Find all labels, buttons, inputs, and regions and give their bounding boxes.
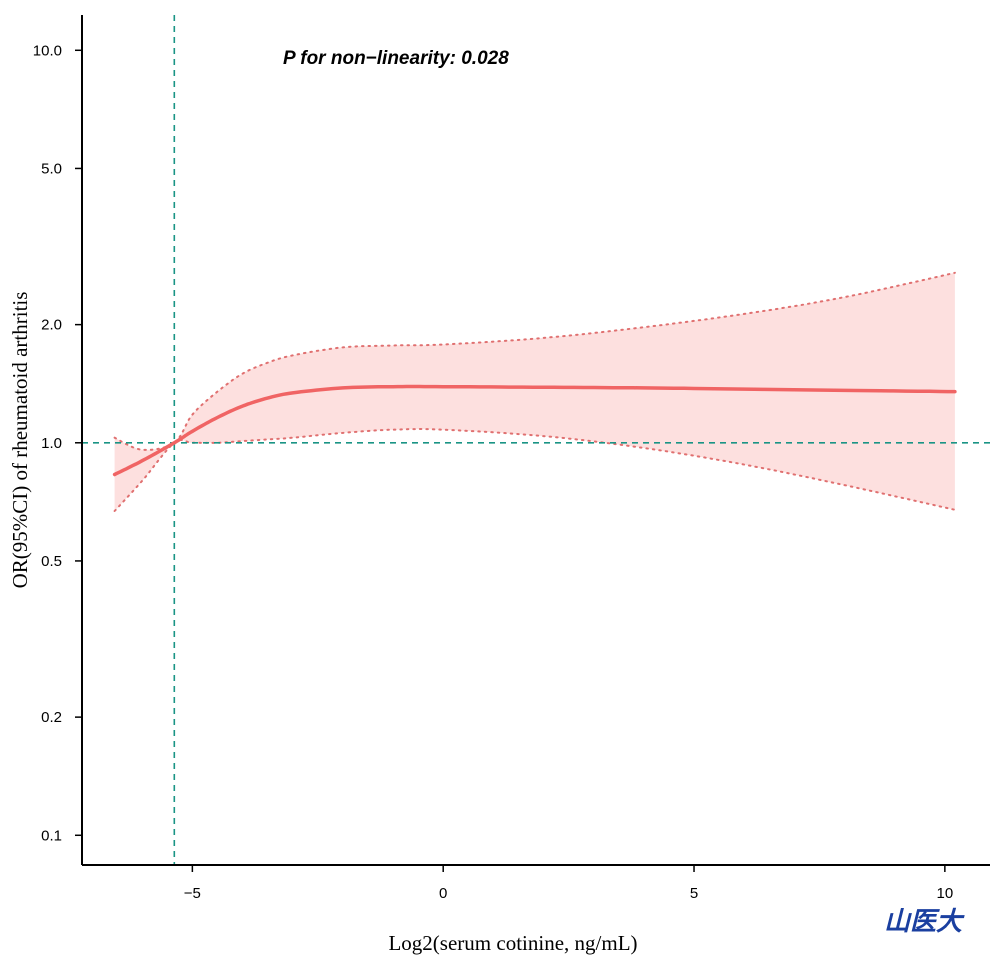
y-tick-label: 0.2 bbox=[41, 709, 62, 726]
y-axis-label: OR(95%CI) of rheumatoid arthritis bbox=[8, 292, 32, 589]
x-tick-label: 0 bbox=[439, 885, 447, 902]
y-tick-label: 1.0 bbox=[41, 435, 62, 452]
p-nonlinearity-annotation: P for non−linearity: 0.028 bbox=[283, 48, 509, 69]
fit-line bbox=[112, 384, 957, 477]
y-tick-label: 10.0 bbox=[33, 42, 62, 59]
y-tick-label: 5.0 bbox=[41, 160, 62, 177]
university-logo: 山医大 bbox=[884, 907, 965, 937]
y-tick-label: 2.0 bbox=[41, 317, 62, 334]
x-tick-label: −5 bbox=[184, 885, 201, 902]
upper-ci-line bbox=[113, 271, 956, 451]
y-tick-label: 0.1 bbox=[41, 827, 62, 844]
ci-band bbox=[114, 272, 955, 511]
y-tick-label: 0.5 bbox=[41, 553, 62, 570]
lower-ci-line bbox=[113, 427, 956, 512]
x-tick-label: 5 bbox=[690, 885, 698, 902]
x-axis-label: Log2(serum cotinine, ng/mL) bbox=[388, 931, 637, 955]
x-tick-label: 10 bbox=[937, 885, 954, 902]
